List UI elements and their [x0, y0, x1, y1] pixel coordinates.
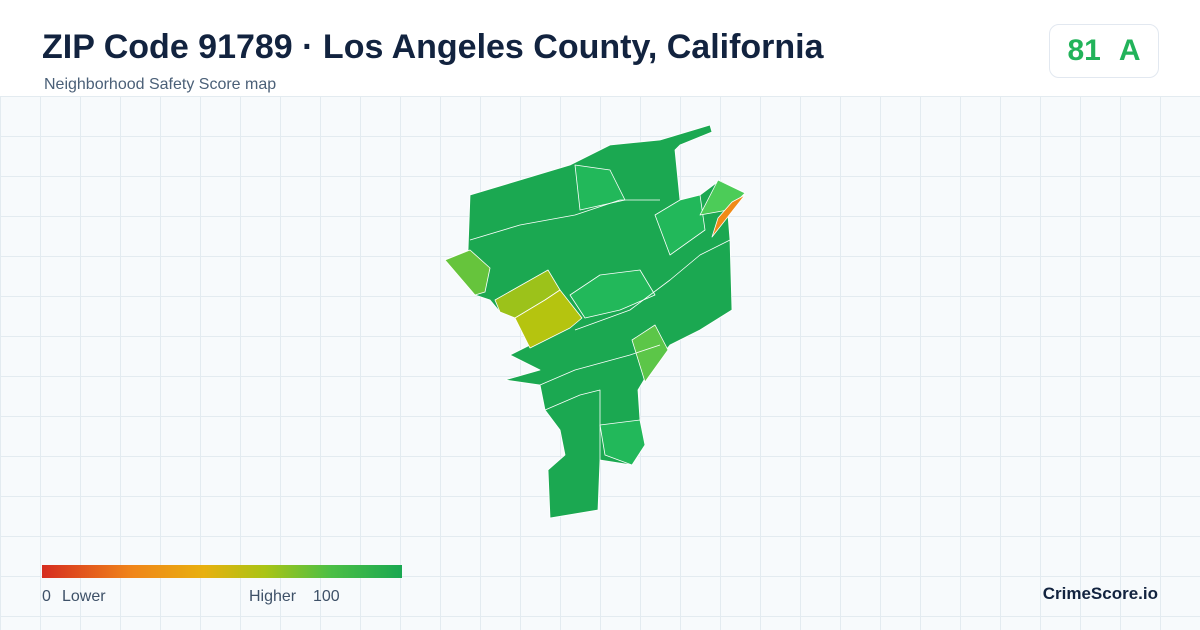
boundary	[469, 199, 660, 241]
legend-max: 100	[313, 588, 340, 605]
neighborhood	[631, 324, 669, 383]
score-badge: 81 A	[1049, 24, 1159, 78]
boundary	[574, 239, 731, 331]
score-value: 81	[1067, 34, 1101, 67]
legend-max-label: Higher	[249, 588, 297, 605]
neighborhoods	[444, 124, 746, 519]
neighborhood	[711, 194, 746, 238]
legend-min-label: Lower	[62, 588, 106, 605]
neighborhood	[599, 419, 646, 466]
legend-gradient	[42, 565, 402, 578]
title: ZIP Code 91789 · Los Angeles County, Cal…	[42, 28, 824, 66]
score-grade: A	[1118, 34, 1141, 67]
boundary	[544, 389, 601, 460]
subtitle: Neighborhood Safety Score map	[44, 76, 277, 93]
header: ZIP Code 91789 · Los Angeles County, Cal…	[0, 0, 1200, 96]
boundary	[539, 344, 661, 386]
neighborhood	[569, 269, 656, 319]
neighborhood	[444, 249, 491, 296]
neighborhood	[654, 194, 706, 256]
legend-min: 0	[42, 588, 51, 605]
brand: CrimeScore.io	[1042, 584, 1158, 603]
neighborhood	[514, 289, 583, 349]
neighborhood	[699, 179, 746, 216]
